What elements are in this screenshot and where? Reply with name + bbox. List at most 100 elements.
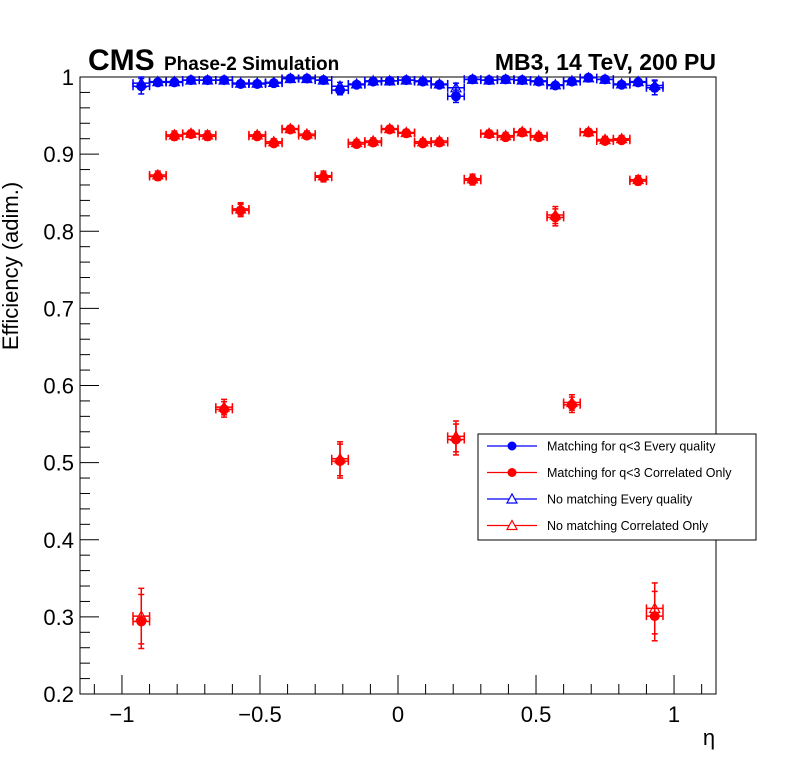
data-point [430,79,449,90]
data-point [231,78,250,89]
data-point [446,423,465,456]
data-point [181,129,200,140]
x-tick-label: −0.5 [238,702,281,727]
y-tick-label: 0.7 [43,296,74,321]
data-point [331,443,350,479]
marker-circle [633,176,644,187]
y-tick-label: 0.5 [43,451,74,476]
marker-circle [219,75,230,86]
marker-circle [517,127,528,138]
data-point [248,131,267,142]
marker-circle [268,78,279,89]
marker-circle [285,124,296,135]
marker-circle [136,616,147,627]
data-point [165,131,184,142]
marker-circle [649,82,660,93]
data-point [513,75,532,86]
marker-circle [500,74,511,85]
data-point [480,75,499,86]
data-point [579,127,598,138]
marker-circle [335,456,346,467]
marker-circle [533,132,544,143]
x-tick-label: 0 [392,702,404,727]
marker-circle [450,91,461,102]
x-tick-label: 0.5 [521,702,552,727]
y-tick-label: 0.2 [43,682,74,707]
legend-label: Matching for q<3 Every quality [547,440,716,454]
marker-circle [434,79,445,90]
marker-circle [583,72,594,83]
marker-circle [384,75,395,86]
data-marks [132,71,664,650]
marker-circle [583,127,594,138]
data-point [430,137,449,148]
x-tick-label: −1 [109,702,134,727]
marker-circle [185,75,196,86]
legend-label: Matching for q<3 Correlated Only [547,466,732,480]
marker-circle [285,73,296,84]
y-tick-label: 0.4 [43,528,74,553]
y-tick-label: 0.3 [43,605,74,630]
marker-circle [152,171,163,182]
legend-marker-triangle [505,519,519,531]
legend-marker-circle [507,468,517,477]
data-point [496,74,515,85]
data-point [364,137,383,148]
data-point [281,73,300,84]
marker-circle [484,129,495,140]
marker-circle [235,205,246,216]
marker-circle [550,212,561,223]
data-point [596,136,615,147]
data-point [347,139,366,150]
data-point [314,171,333,183]
data-point [198,75,217,86]
legend-marker-circle [507,441,517,451]
legend-label: No matching Correlated Only [547,519,709,533]
data-point [314,75,333,86]
data-point [629,176,648,187]
marker-circle [401,128,412,139]
series-matching-for-q-3-correlated-only [132,124,664,650]
marker-circle [301,73,312,84]
data-point [397,128,416,139]
data-point [231,203,250,218]
x-axis-title: η [703,725,715,750]
run-info-label: MB3, 14 TeV, 200 PU [495,49,716,75]
marker-circle [318,75,329,86]
x-tick-label: 1 [668,702,680,727]
marker-circle [450,434,461,445]
y-tick-label: 1 [62,65,74,90]
marker-circle [467,175,478,186]
marker-circle [169,131,180,142]
data-point [496,132,515,143]
cms-label: CMS [88,44,155,77]
marker-circle [268,138,279,149]
marker-circle [169,77,180,88]
data-point [562,76,581,87]
marker-circle [434,137,445,148]
y-tick-label: 0.8 [43,219,74,244]
series-matching-for-q-3-every-quality [132,72,664,104]
marker-circle [252,131,263,142]
marker-circle [566,76,577,87]
marker-circle [467,74,478,85]
data-point [215,400,234,418]
marker-circle [517,75,528,86]
marker-circle [301,130,312,141]
legend-box [477,433,757,541]
data-point [463,74,482,85]
data-point [463,174,482,186]
data-point [645,80,664,96]
data-point [132,77,151,95]
data-point [596,74,615,85]
data-point [132,593,151,650]
data-point [629,77,648,88]
marker-circle [351,139,362,150]
y-tick-label: 0.6 [43,374,74,399]
marker-circle [649,611,660,622]
marker-circle [318,172,329,183]
data-point [364,76,383,87]
data-point [562,396,581,414]
y-axis-title: Efficiency (adim.) [0,182,23,350]
